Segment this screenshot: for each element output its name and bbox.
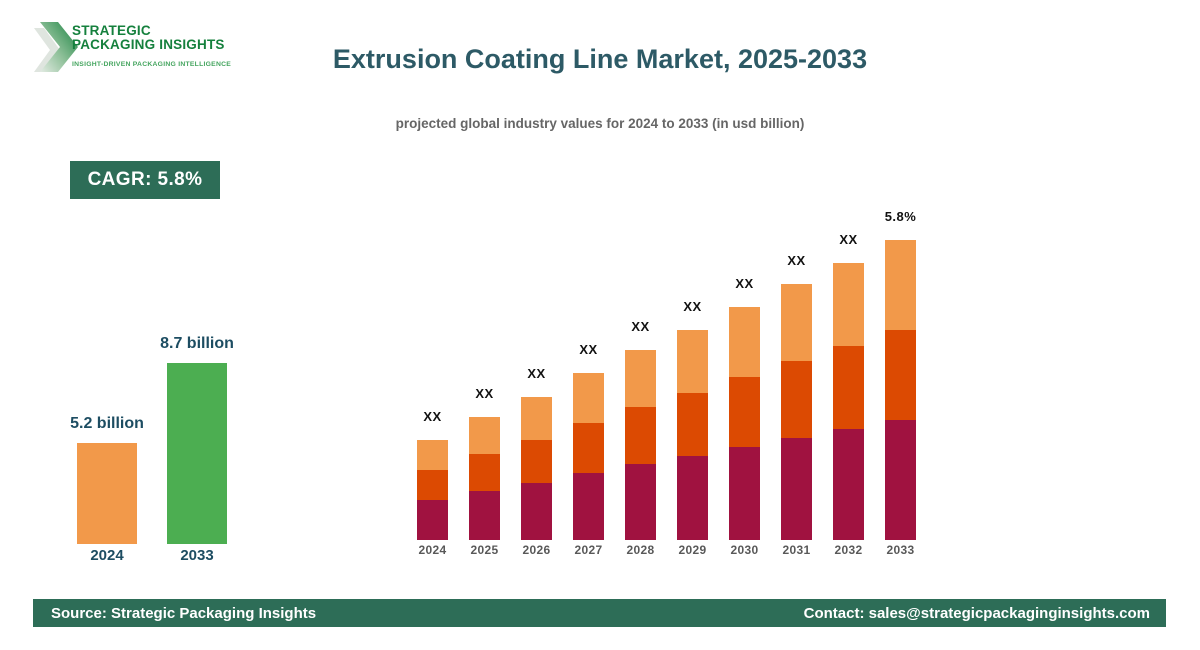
bar-value-label: XX (423, 409, 442, 424)
segment-top (677, 330, 708, 393)
stacked-bar (469, 417, 500, 540)
main-chart: XX 2024 XX 2025 XX 2026 XX 2027 XX 2028 XX 2029 XX 20… (417, 209, 916, 557)
bar-value-label: XX (683, 299, 702, 314)
chevron-right-arrow-icon (34, 22, 78, 72)
stacked-bar (729, 307, 760, 540)
main-year-label: 2025 (470, 543, 499, 557)
logo-tagline: INSIGHT-DRIVEN PACKAGING INTELLIGENCE (72, 61, 232, 68)
segment-middle (625, 407, 656, 464)
segment-middle (521, 440, 552, 483)
stacked-bar-col-2031: XX 2031 (781, 253, 812, 557)
segment-bottom (729, 447, 760, 540)
main-year-label: 2029 (678, 543, 707, 557)
mini-year-label: 2024 (90, 547, 124, 564)
segment-bottom (625, 464, 656, 540)
mini-bar-col-2024: 5.2 billion 2024 (70, 415, 144, 564)
mini-chart: 5.2 billion 2024 8.7 billion 2033 (70, 335, 234, 564)
bar-value-label: XX (579, 342, 598, 357)
mini-year-label: 2033 (180, 547, 214, 564)
cagr-badge: CAGR: 5.8% (70, 161, 220, 199)
bar-value-label: XX (787, 253, 806, 268)
stacked-bar-col-2032: XX 2032 (833, 232, 864, 557)
segment-middle (573, 423, 604, 473)
segment-top (573, 373, 604, 423)
segment-top (417, 440, 448, 470)
main-year-label: 2026 (522, 543, 551, 557)
segment-top (833, 263, 864, 346)
bar-value-label: XX (735, 276, 754, 291)
segment-bottom (677, 456, 708, 540)
stacked-bar-col-2024: XX 2024 (417, 409, 448, 557)
segment-middle (417, 470, 448, 500)
mini-bar-col-2033: 8.7 billion 2033 (160, 335, 234, 564)
main-year-label: 2030 (730, 543, 759, 557)
segment-middle (833, 346, 864, 429)
segment-top (729, 307, 760, 377)
main-year-label: 2032 (834, 543, 863, 557)
stacked-bar (885, 240, 916, 540)
segment-bottom (417, 500, 448, 540)
mini-value-label: 8.7 billion (160, 335, 234, 352)
stacked-bar (417, 440, 448, 540)
stacked-bar (833, 263, 864, 540)
page-title: Extrusion Coating Line Market, 2025-2033 (332, 44, 868, 74)
segment-middle (885, 330, 916, 420)
bar-value-label: XX (527, 366, 546, 381)
logo-line1: STRATEGIC (72, 23, 151, 38)
stacked-bar-col-2025: XX 2025 (469, 386, 500, 557)
stacked-bar (625, 350, 656, 540)
mini-bar (167, 363, 227, 544)
segment-top (469, 417, 500, 454)
segment-top (781, 284, 812, 361)
stacked-bar-col-2027: XX 2027 (573, 342, 604, 557)
bar-value-label: XX (839, 232, 858, 247)
main-year-label: 2031 (782, 543, 811, 557)
logo-line2: PACKAGING INSIGHTS (72, 37, 225, 52)
stacked-bar (781, 284, 812, 540)
stacked-bar-col-2029: XX 2029 (677, 299, 708, 557)
footer-contact-text: Contact: sales@strategicpackaginginsight… (803, 604, 1150, 622)
segment-bottom (833, 429, 864, 540)
page-subtitle: projected global industry values for 202… (395, 116, 805, 131)
segment-middle (781, 361, 812, 438)
mini-value-label: 5.2 billion (70, 415, 144, 432)
bar-value-label: XX (475, 386, 494, 401)
stacked-bar-col-2030: XX 2030 (729, 276, 760, 557)
stacked-bar (573, 373, 604, 540)
segment-bottom (573, 473, 604, 540)
segment-middle (729, 377, 760, 447)
mini-bar (77, 443, 137, 544)
main-year-label: 2028 (626, 543, 655, 557)
footer-source-text: Source: Strategic Packaging Insights (51, 604, 317, 622)
stacked-bar (677, 330, 708, 540)
segment-bottom (521, 483, 552, 540)
footer-bar: Source: Strategic Packaging Insights Con… (33, 599, 1166, 627)
bar-value-label: 5.8% (884, 209, 917, 224)
logo: STRATEGIC PACKAGING INSIGHTS INSIGHT-DRI… (34, 14, 264, 84)
main-year-label: 2033 (886, 543, 915, 557)
stacked-bar-col-2028: XX 2028 (625, 319, 656, 557)
segment-top (625, 350, 656, 407)
segment-middle (469, 454, 500, 491)
bar-value-label: XX (631, 319, 650, 334)
segment-bottom (781, 438, 812, 540)
stacked-bar-col-2026: XX 2026 (521, 366, 552, 557)
main-year-label: 2024 (418, 543, 447, 557)
stacked-bar-col-2033: 5.8% 2033 (885, 209, 916, 557)
segment-top (521, 397, 552, 440)
segment-bottom (885, 420, 916, 540)
segment-middle (677, 393, 708, 456)
segment-top (885, 240, 916, 330)
main-year-label: 2027 (574, 543, 603, 557)
segment-bottom (469, 491, 500, 540)
stacked-bar (521, 397, 552, 540)
